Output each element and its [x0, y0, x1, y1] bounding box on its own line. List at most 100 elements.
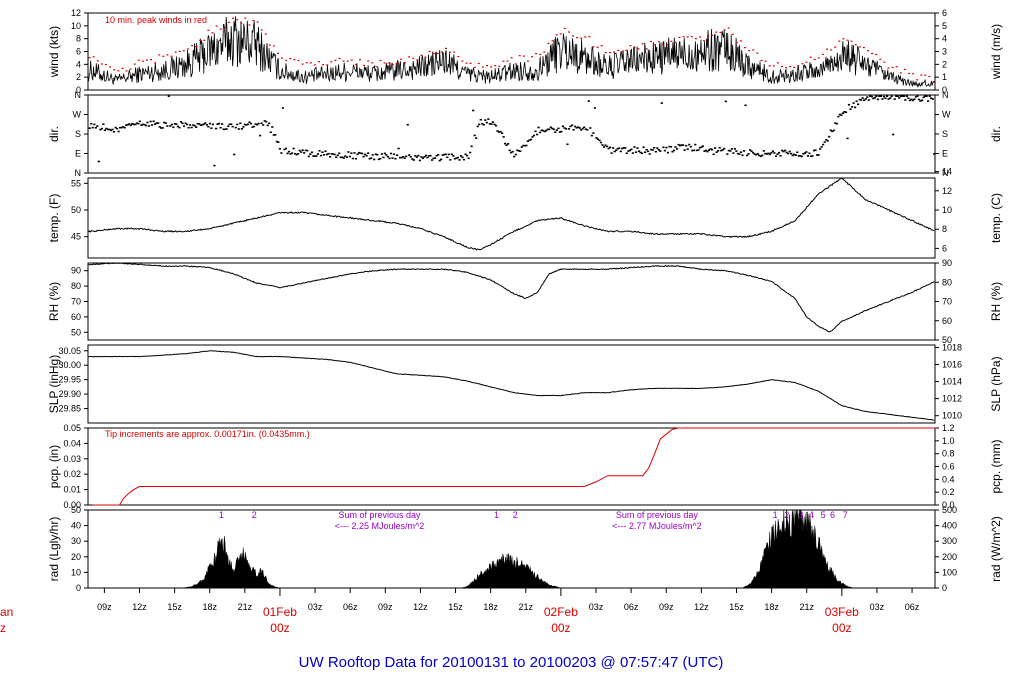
- dir-point: [427, 155, 431, 157]
- wind-peak-mark: [473, 66, 476, 68]
- dir-point: [262, 124, 265, 126]
- dir-point: [490, 123, 493, 125]
- wind-peak-mark: [838, 40, 841, 42]
- dir-point: [599, 141, 603, 144]
- dir-point: [186, 123, 189, 126]
- slp-right-tick-label: 1010: [942, 411, 962, 421]
- dir-point: [532, 134, 536, 137]
- dir-right-tick-label: N: [942, 90, 949, 100]
- time-tick-label: 21z: [238, 602, 253, 612]
- dir-point: [540, 129, 543, 132]
- rh-right-tick-label: 50: [942, 335, 952, 345]
- dir-point: [348, 155, 351, 158]
- dir-point: [93, 123, 96, 126]
- wind-peak-mark: [637, 48, 640, 50]
- day-label-date: 03Feb: [825, 605, 859, 619]
- dir-point: [823, 141, 826, 143]
- rad-right-tick-label: 500: [942, 505, 957, 515]
- dir-point: [341, 156, 344, 159]
- dir-point: [513, 155, 516, 158]
- dir-point: [376, 153, 379, 156]
- wind-peak-mark: [453, 51, 456, 53]
- wind-peak-mark: [686, 36, 689, 38]
- dir-point: [399, 156, 402, 159]
- rad-right-tick-label: 0: [942, 583, 947, 593]
- dir-point: [417, 154, 420, 157]
- rh-ylabel-left: RH (%): [47, 282, 61, 321]
- dir-point: [196, 122, 199, 125]
- rad-day-area: [742, 509, 854, 589]
- day-label-time-cutoff: z: [0, 621, 6, 635]
- dir-point: [764, 152, 767, 155]
- dir-point: [268, 122, 271, 125]
- dir-point: [933, 153, 936, 155]
- dir-point: [586, 129, 589, 131]
- rad-left-tick-label: 0: [76, 583, 81, 593]
- pcp-right-tick-label: 0.4: [942, 474, 955, 484]
- wind-peak-mark: [416, 59, 419, 61]
- dir-point: [837, 115, 840, 118]
- dir-point: [441, 154, 444, 156]
- time-tick-label: 18z: [483, 602, 498, 612]
- dir-point: [746, 154, 749, 157]
- dir-point: [774, 155, 778, 157]
- wind-peak-mark: [272, 45, 275, 47]
- rh-right-tick-label: 70: [942, 297, 952, 307]
- wind-peak-mark: [240, 22, 243, 24]
- wind-peak-mark: [506, 60, 509, 62]
- rh-right-tick-label: 60: [942, 316, 952, 326]
- dir-point: [625, 152, 628, 154]
- dir-point: [182, 125, 186, 127]
- dir-point: [231, 125, 234, 128]
- dir-point: [508, 149, 511, 152]
- dir-right-tick-label: E: [942, 149, 948, 159]
- dir-point: [767, 152, 770, 155]
- dir-point: [420, 156, 423, 158]
- dir-point: [179, 121, 183, 123]
- rad-day-marker: 2: [784, 510, 789, 520]
- rh-right-tick-label: 80: [942, 277, 952, 287]
- time-tick-label: 15z: [448, 602, 463, 612]
- wind-peak-mark: [100, 63, 103, 65]
- wind-peak-mark: [391, 63, 394, 65]
- dir-point: [624, 147, 627, 149]
- dir-point: [304, 149, 307, 152]
- dir-point: [691, 149, 694, 152]
- wind-peak-mark: [494, 65, 497, 67]
- wind-peak-mark: [522, 55, 525, 57]
- slp-left-tick-label: 29.85: [58, 404, 81, 414]
- wind-peak-mark: [543, 51, 546, 53]
- dir-point: [796, 151, 799, 154]
- dir-point: [193, 125, 196, 127]
- time-tick-label: 18z: [764, 602, 779, 612]
- dir-point: [400, 156, 403, 159]
- wind-peak-mark: [223, 26, 226, 28]
- dir-point: [555, 129, 558, 131]
- dir-point: [437, 154, 440, 156]
- wind-peak-mark: [346, 60, 349, 62]
- dir-point: [791, 154, 794, 157]
- dir-point: [741, 154, 744, 157]
- time-tick-label: 06z: [905, 602, 920, 612]
- wind-peak-mark: [498, 65, 501, 67]
- rad-left-tick-label: 50: [71, 505, 81, 515]
- dir-point: [762, 150, 765, 152]
- dir-point: [374, 153, 377, 156]
- wind-right-tick-label: 5: [942, 21, 947, 31]
- dir-point: [724, 100, 727, 103]
- wind-peak-mark: [219, 28, 222, 30]
- dir-point: [207, 125, 210, 128]
- dir-point: [645, 148, 648, 151]
- dir-point: [300, 151, 303, 153]
- dir-point: [464, 153, 467, 156]
- pcp-left-tick-label: 0.05: [63, 423, 81, 433]
- dir-point: [616, 147, 619, 150]
- dir-point: [697, 149, 700, 151]
- wind-peak-mark: [535, 53, 538, 55]
- wind-peak-mark: [277, 52, 279, 54]
- dir-point: [660, 102, 663, 104]
- rad-right-tick-label: 200: [942, 552, 957, 562]
- dir-point: [592, 132, 595, 134]
- dir-point: [633, 146, 636, 148]
- dir-point: [910, 98, 913, 101]
